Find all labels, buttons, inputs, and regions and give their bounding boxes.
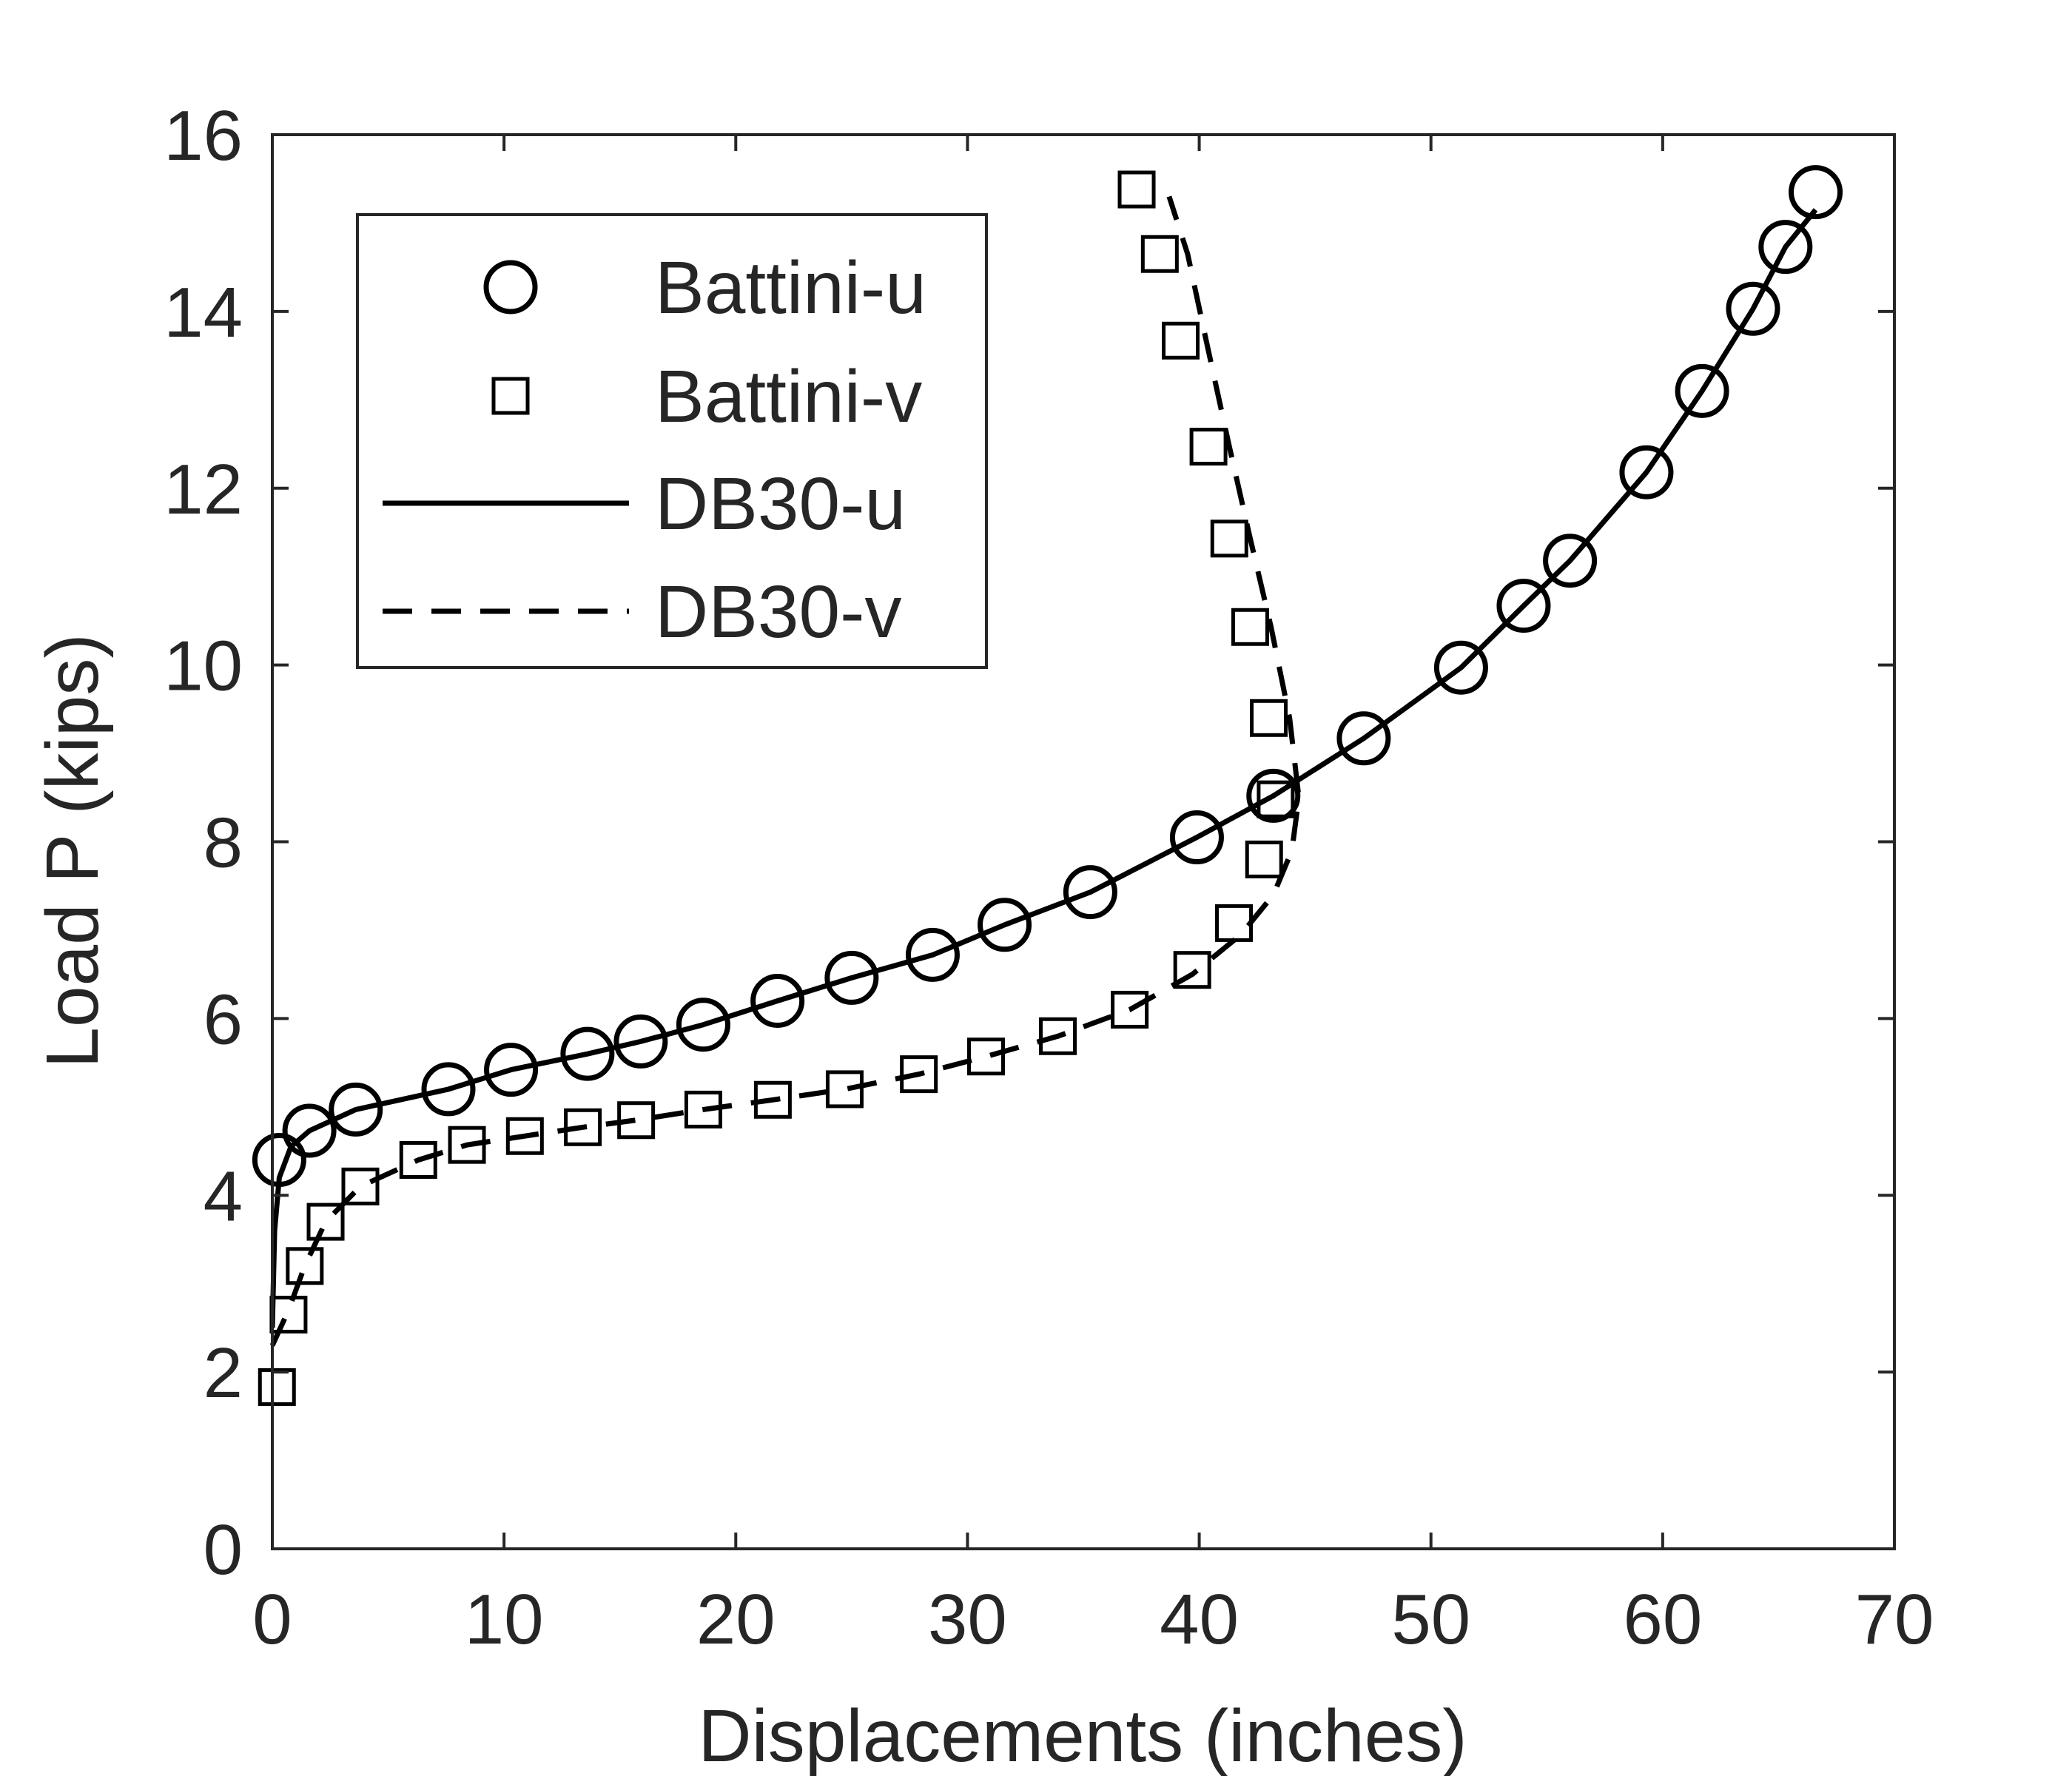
point-battini-v <box>286 1247 324 1285</box>
y-tick-label: 10 <box>164 627 243 706</box>
point-battini-u <box>1675 363 1729 418</box>
y-tick-label: 2 <box>204 1333 243 1413</box>
x-tick-label: 50 <box>1391 1580 1470 1659</box>
point-battini-u <box>676 998 730 1052</box>
y-tick-label: 12 <box>164 450 243 529</box>
point-battini-u <box>421 1062 476 1117</box>
point-battini-u <box>1726 281 1780 336</box>
point-battini-u <box>329 1082 383 1137</box>
legend-label-db30-v: DB30-v <box>655 571 901 653</box>
point-battini-u <box>1433 640 1488 695</box>
point-battini-v <box>1231 608 1269 646</box>
x-tick-label: 20 <box>696 1580 776 1659</box>
point-battini-v <box>966 1037 1005 1076</box>
point-battini-v <box>1210 519 1248 558</box>
x-tick-label: 40 <box>1160 1580 1239 1659</box>
point-battini-v <box>258 1368 296 1406</box>
point-battini-v <box>1162 321 1200 360</box>
point-battini-v <box>900 1055 938 1094</box>
legend-box <box>356 213 988 669</box>
series-db30-u <box>269 208 1818 1328</box>
point-battini-u <box>1336 711 1391 766</box>
y-tick-label: 8 <box>204 804 243 883</box>
point-battini-u <box>1789 165 1843 220</box>
point-battini-v <box>1173 951 1211 989</box>
line-db30-u <box>269 208 1818 1328</box>
line-db30-v <box>269 195 1302 1347</box>
point-battini-v <box>1189 428 1228 466</box>
x-axis-title: Displacements (inches) <box>698 1695 1467 1776</box>
axes-layer: 0 10 20 30 40 50 60 70 0 2 4 6 8 10 12 14 16 <box>164 96 1934 1659</box>
series-battini-u <box>252 165 1843 1187</box>
point-battini-u <box>484 1043 539 1097</box>
point-battini-v <box>341 1167 380 1205</box>
point-battini-u <box>1063 865 1117 920</box>
x-tick-label: 30 <box>928 1580 1007 1659</box>
point-battini-u <box>978 898 1032 952</box>
point-battini-v <box>1140 235 1179 273</box>
point-battini-u <box>1169 810 1224 865</box>
point-battini-v <box>1039 1017 1077 1055</box>
point-battini-v <box>399 1140 437 1179</box>
legend-marker-battini-u <box>483 260 538 314</box>
x-tick-label: 0 <box>252 1580 292 1659</box>
point-battini-u <box>560 1026 615 1081</box>
point-battini-u <box>1246 768 1301 823</box>
point-battini-v <box>1245 840 1283 878</box>
x-tick-label: 60 <box>1623 1580 1702 1659</box>
y-tick-label: 16 <box>164 96 243 175</box>
point-battini-v <box>1117 170 1156 209</box>
point-battini-u <box>1758 220 1813 275</box>
legend-label-battini-u: Battini-u <box>655 246 926 329</box>
point-battini-u <box>1619 445 1674 500</box>
point-battini-v <box>505 1117 544 1155</box>
legend-label-db30-u: DB30-u <box>655 462 906 545</box>
x-tick-label: 10 <box>465 1580 544 1659</box>
y-tick-label: 6 <box>204 980 243 1059</box>
point-battini-u <box>905 927 960 982</box>
point-battini-v <box>1257 780 1295 818</box>
legend-marker-battini-v <box>491 377 530 415</box>
y-tick-label: 14 <box>164 273 243 352</box>
x-tick-label: 70 <box>1855 1580 1934 1659</box>
series-db30-v <box>269 195 1302 1347</box>
point-battini-v <box>1111 990 1149 1029</box>
legend: Battini-u Battini-v DB30-u DB30-v <box>356 213 988 669</box>
point-battini-u <box>613 1014 668 1069</box>
legend-label-battini-v: Battini-v <box>655 355 922 438</box>
point-battini-u <box>1496 579 1551 633</box>
point-battini-u <box>282 1103 337 1158</box>
point-battini-u <box>750 973 805 1028</box>
series-layer <box>252 165 1843 1406</box>
y-tick-label: 4 <box>204 1157 243 1236</box>
point-battini-u <box>824 950 879 1005</box>
point-battini-v <box>306 1202 345 1241</box>
y-tick-label: 0 <box>204 1510 243 1590</box>
point-battini-v <box>1250 699 1288 737</box>
y-axis-title: Load P (kips) <box>31 633 114 1068</box>
point-battini-u <box>1543 534 1598 588</box>
